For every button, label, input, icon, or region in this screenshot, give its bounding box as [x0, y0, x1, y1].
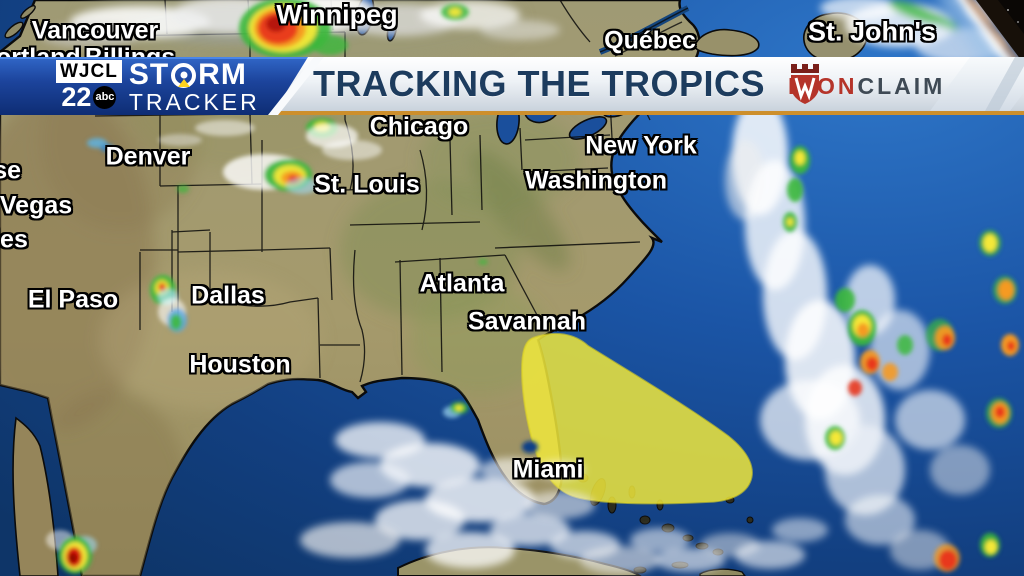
city-label-miami: Miami [512, 455, 584, 484]
abc-network-icon: abc [93, 85, 117, 109]
channel-number: 22 [61, 82, 92, 112]
city-label-boise: Boise [0, 156, 22, 185]
radar-cell-florida [443, 259, 538, 453]
radar-cell-west-texas [150, 185, 189, 332]
tracker-wordmark: TRACKER [128, 89, 260, 115]
city-label-chicago: Chicago [369, 112, 469, 141]
nova-scotia [694, 28, 760, 57]
city-label-houston: Houston [189, 350, 291, 379]
city-label-los-angeles: Los Angeles [0, 225, 28, 254]
city-label-washington: Washington [524, 166, 668, 195]
city-label-quebec: Québec [604, 26, 696, 55]
tropical-development-area [520, 332, 753, 505]
ironclaim-shield-icon [791, 64, 819, 104]
radar-dish-icon [171, 62, 197, 88]
city-label-las-vegas: Las Vegas [0, 191, 73, 220]
station-callsign: WJCL [56, 60, 122, 83]
storm-tracker-block: ST RM TRACKER [128, 60, 260, 115]
wjcl-storm-tracker-logo: WJCL 22 abc ST RM TRACKER [56, 60, 260, 114]
hispaniola [699, 568, 746, 576]
st-lawrence-shoreline [599, 7, 689, 57]
station-logo-panel [0, 57, 308, 115]
radar-cell-kansas [87, 118, 382, 194]
city-label-winnipeg: Winnipeg [276, 0, 398, 30]
state-borders [54, 0, 651, 383]
lower-third-banner: WJCL 22 abc ST RM TRACKER TRACKING THE TR… [0, 57, 1024, 115]
storm-wordmark: ST RM [129, 60, 260, 90]
segment-title: TRACKING THE TROPICS [312, 63, 765, 104]
station-id-block: WJCL 22 abc [56, 60, 122, 114]
city-label-savannah: Savannah [467, 307, 587, 336]
sponsor-name-claim: CLAIM [857, 72, 946, 99]
ironclaim-sponsor-logo: IRON CLAIM [788, 63, 945, 109]
radar-cells-atlantic [783, 146, 1019, 572]
storm-rm: RM [198, 58, 247, 91]
city-label-st-louis: St. Louis [314, 170, 420, 199]
city-label-vancouver: Vancouver [31, 16, 159, 45]
city-label-el-paso: El Paso [27, 285, 119, 314]
storm-st: ST [128, 58, 170, 91]
radar-cell-winnipeg [239, 0, 469, 58]
city-label-new-york: New York [585, 131, 697, 160]
city-label-atlanta: Atlanta [419, 269, 505, 298]
city-label-st-johns: St. John's [808, 16, 936, 47]
city-label-denver: Denver [105, 142, 191, 171]
radar-cell-mexico [46, 530, 97, 574]
cloud-field-gulf [300, 422, 828, 574]
vancouver-island [4, 5, 36, 39]
city-label-dallas: Dallas [191, 281, 265, 310]
